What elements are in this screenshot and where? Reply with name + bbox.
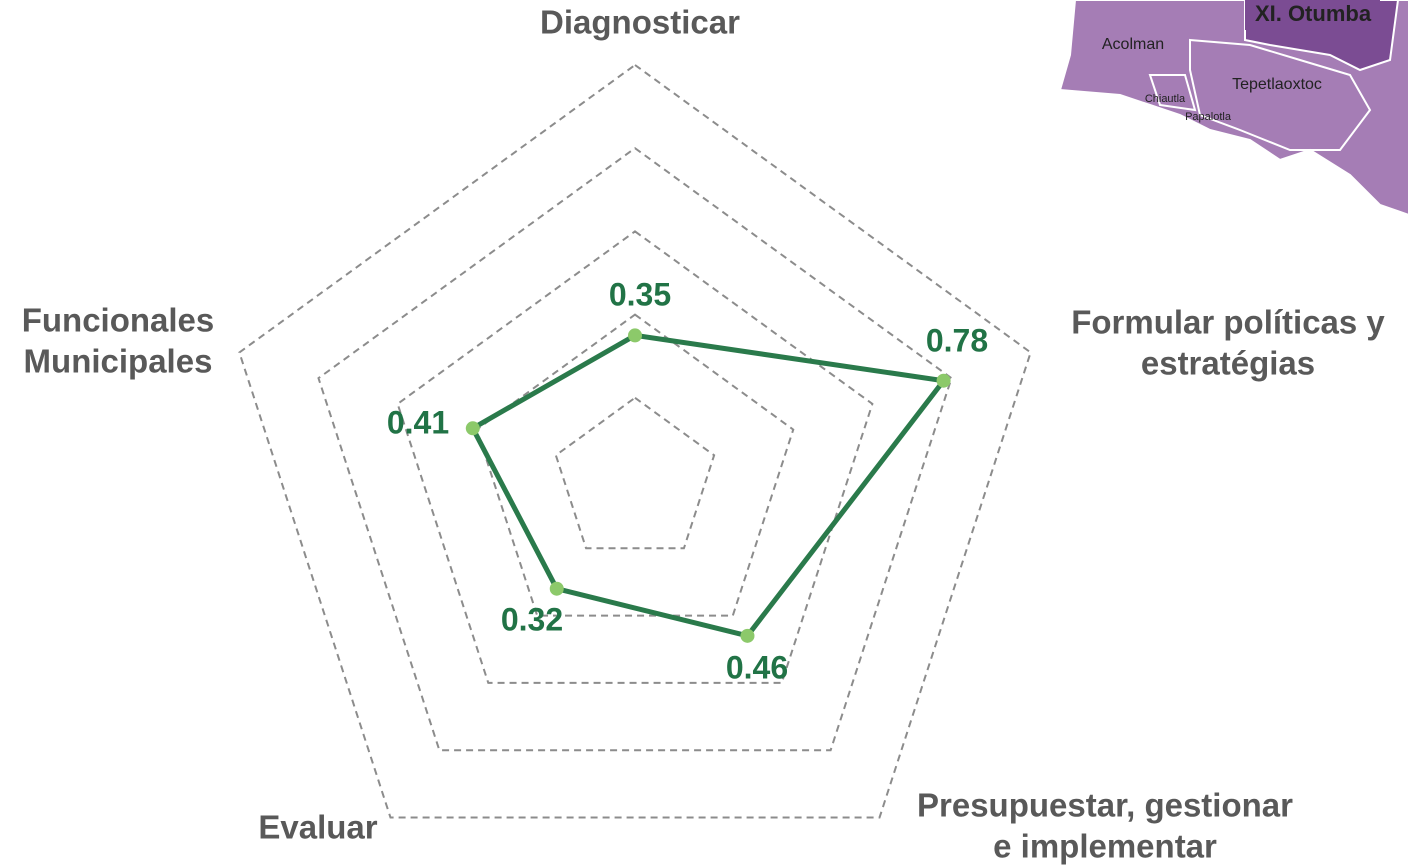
data-point (549, 581, 564, 596)
map: XI. Otumba Acolman Tepetlaoxtoc Chiautla… (1058, 0, 1409, 217)
data-point (465, 421, 480, 436)
series-line (470, 332, 947, 639)
map-label: Acolman (1102, 36, 1164, 53)
data-point (936, 373, 951, 388)
data-label: 0.41 (387, 404, 449, 440)
data-point (740, 628, 755, 643)
map-label: Tepetlaoxtoc (1232, 76, 1322, 93)
axis-label: Evaluar (258, 809, 377, 846)
data-label: 0.32 (501, 601, 563, 637)
data-point (628, 328, 642, 343)
grid-ring (554, 396, 716, 550)
axis-label: estratégias (1141, 345, 1315, 382)
map-border (1148, 74, 1197, 112)
map-badge (1245, 0, 1380, 30)
grid-ring (475, 313, 795, 617)
axis-label: Municipales (24, 343, 213, 380)
map-label: Chiautla (1145, 93, 1186, 105)
axis-label: Presupuestar, gestionar (917, 787, 1293, 824)
grid-ring (317, 146, 953, 752)
map-label: XI. Otumba (1255, 1, 1372, 26)
axis-label: Diagnosticar (540, 4, 740, 41)
axis-label: Funcionales (22, 302, 215, 339)
grid-ring (396, 230, 874, 684)
data-label: 0.35 (609, 276, 671, 312)
data-label: 0.78 (926, 322, 988, 358)
axis-label: e implementar (993, 828, 1217, 865)
data-label: 0.46 (726, 649, 788, 685)
map-border (1189, 38, 1372, 151)
grid-ring (238, 63, 1032, 819)
map-label: Papalotla (1185, 111, 1232, 123)
axis-label: Formular políticas y (1071, 304, 1385, 341)
